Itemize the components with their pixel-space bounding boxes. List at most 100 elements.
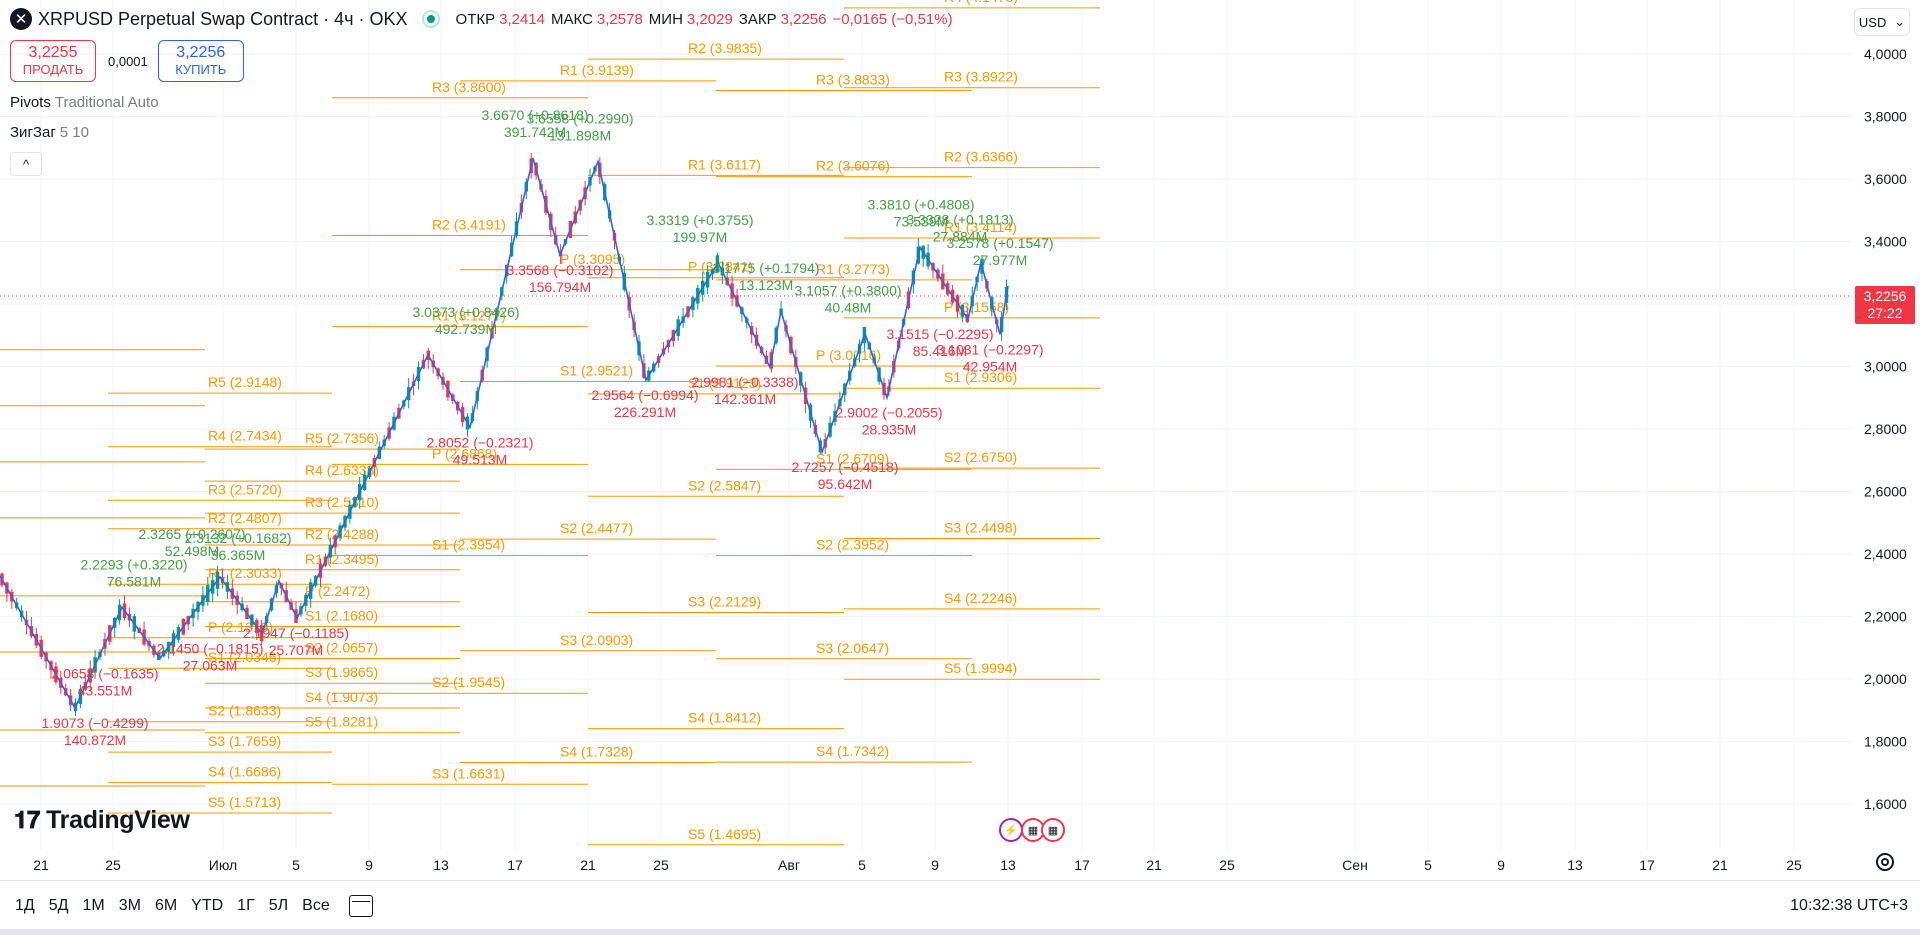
pivot-level-label: R2 (2.4288): [305, 526, 379, 542]
zigzag-pivot-label: 2.1450 (−0.1815): [156, 641, 263, 657]
zigzag-pivot-label: 3.3319 (+0.3755): [646, 212, 753, 228]
zigzag-volume-label: 95.642M: [818, 476, 872, 492]
zigzag-volume-label: 156.794M: [529, 279, 591, 295]
price-tick-label: 3,6000: [1864, 171, 1907, 187]
settings-gear-icon[interactable]: [1876, 853, 1894, 871]
zigzag-pivot-label: 2.1947 (−0.1185): [243, 625, 349, 641]
timeframe-5y[interactable]: 5Л: [268, 897, 289, 914]
timeframe-3m[interactable]: 3М: [118, 897, 141, 914]
timeframe-ytd[interactable]: YTD: [191, 897, 224, 914]
pivot-level-label: R2 (3.6366): [944, 149, 1018, 165]
pivot-level-label: R2 (3.4191): [432, 217, 506, 233]
pivot-level-label: R2 (3.9835): [688, 40, 762, 56]
zigzag-volume-label: 36.365M: [211, 547, 265, 563]
pivot-level-label: R3 (2.5720): [208, 481, 282, 497]
buy-price: 3,2256: [176, 44, 226, 61]
tradingview-logo[interactable]: 𝟏𝟕 TradingView: [14, 806, 190, 835]
timeframe-buttons: 1Д 5Д 1М 3М 6М YTD 1Г 5Л Все: [8, 893, 373, 919]
pivot-level-label: R4 (4.1478): [944, 0, 1018, 5]
zigzag-pivot-label: 3.1515 (−0.2295): [886, 326, 993, 342]
pivot-level-label: R3 (3.8600): [432, 79, 506, 95]
pivot-level-label: S2 (2.6750): [944, 449, 1017, 465]
buy-button[interactable]: 3,2256 КУПИТЬ: [157, 40, 244, 82]
price-tick-label: 2,6000: [1864, 484, 1907, 500]
time-tick-label: 9: [365, 857, 373, 873]
pivot-level-label: R3 (2.5310): [305, 494, 379, 510]
zigzag-volume-label: 85.416M: [913, 343, 967, 359]
pivot-level-label: S1 (2.9521): [560, 362, 633, 378]
price-tick-label: 3,4000: [1864, 234, 1907, 250]
pivot-level-label: P (3.3095): [560, 251, 625, 267]
sell-button[interactable]: 3,2255 ПРОДАТЬ: [10, 40, 96, 82]
pivot-level-label: S3 (2.0903): [560, 632, 633, 648]
timeframe-1m[interactable]: 1М: [82, 897, 105, 914]
time-tick-label: 5: [858, 857, 866, 873]
price-chart[interactable]: (3.0536)(2.8743)(2.6950)(2.5156)(2.2660)…: [0, 0, 1920, 880]
pivot-level-label: S3 (1.6631): [432, 765, 505, 781]
pivot-level-label: P (3.0016): [816, 347, 881, 363]
zigzag-volume-label: 226.291M: [614, 404, 676, 420]
currency-selector[interactable]: USD ⌄: [1854, 8, 1910, 36]
symbol-title[interactable]: XRPUSD Perpetual Swap Contract · 4ч · OK…: [38, 8, 408, 29]
time-tick-label: 5: [1424, 857, 1432, 873]
time-tick-label: 21: [1146, 857, 1162, 873]
market-status-icon: [421, 10, 440, 28]
pivot-level-label: S3 (2.2129): [688, 593, 761, 609]
indicator-args: Traditional Auto: [54, 94, 159, 111]
pivot-level-label: S4 (1.8412): [688, 710, 761, 726]
time-tick-label: 17: [1074, 857, 1090, 873]
pivot-level-label: S3 (2.4498): [944, 519, 1017, 535]
price-tick-label: 3,8000: [1864, 109, 1907, 125]
ohlc-high-label: МАКС: [551, 10, 593, 28]
zigzag-volume-label: 42.954M: [963, 358, 1017, 374]
zigzag-pivot-label: 3.6670 (+0.8618): [481, 107, 588, 123]
time-tick-label: 21: [33, 857, 49, 873]
us-flag-event-icon[interactable]: ▦: [1041, 818, 1065, 842]
time-tick-label: 17: [507, 857, 523, 873]
pivot-level-label: S1 (2.6709): [816, 450, 889, 466]
zigzag-pivot-label: 2.0658 (−0.1635): [51, 665, 158, 681]
ohlc-close-label: ЗАКР: [738, 10, 777, 28]
pivot-level-label: R5 (2.7356): [305, 430, 379, 446]
zigzag-volume-label: 28.935M: [862, 422, 916, 438]
timeframe-5d[interactable]: 5Д: [48, 897, 69, 914]
ohlc-low-value: 3,2029: [686, 10, 733, 28]
zigzag-pivot-label: 3.2578 (+0.1547): [946, 235, 1053, 251]
pivot-level-label: S2 (2.4477): [560, 520, 633, 536]
ohlc-close-value: 3,2256: [780, 10, 827, 28]
pivot-level-label: R4 (2.6333): [305, 462, 379, 478]
zigzag-volume-label: 49.513M: [453, 451, 507, 467]
zigzag-pivot-label: 2.2293 (+0.3220): [80, 556, 187, 572]
zigzag-volume-label: 43.551M: [78, 682, 132, 698]
timeframe-1y[interactable]: 1Г: [237, 897, 255, 914]
pivot-level-label: S2 (1.8633): [208, 703, 281, 719]
pivot-level-label: P (2.6868): [432, 445, 497, 461]
pivot-level-label: R2 (3.6076): [816, 158, 890, 174]
pivot-level-label: R4 (2.7434): [208, 428, 282, 444]
calendar-range-icon[interactable]: [348, 895, 373, 917]
pivot-level-label: S5 (1.4695): [688, 826, 761, 842]
indicator-name: ЗигЗаг: [10, 124, 56, 141]
timeframe-6m[interactable]: 6М: [154, 897, 178, 914]
currency-label: USD: [1858, 14, 1887, 30]
zigzag-volume-label: 142.361M: [714, 391, 776, 407]
lightning-event-icon[interactable]: ⚡: [999, 818, 1023, 842]
logo-text: TradingView: [46, 806, 190, 834]
pivot-level-label: S5 (1.8281): [305, 714, 378, 730]
zigzag-volume-label: 131.898M: [549, 128, 611, 144]
timeframe-all[interactable]: Все: [302, 897, 330, 914]
collapse-legend-button[interactable]: ^: [10, 152, 42, 176]
indicator-zigzag[interactable]: ЗигЗаг 5 10: [10, 124, 89, 141]
pivot-level-label: R2 (2.4807): [208, 510, 282, 526]
pivot-level-label: S4 (1.7342): [816, 743, 889, 759]
indicator-pivots[interactable]: Pivots Traditional Auto: [10, 94, 159, 111]
pivot-level-label: S4 (1.7328): [560, 744, 633, 760]
zigzag-pivot-label: 1.9073 (−0.4299): [41, 715, 148, 731]
close-x-icon[interactable]: ✕: [10, 8, 32, 30]
pivot-level-label: S1 (2.0346): [208, 649, 281, 665]
zigzag-pivot-label: 2.9002 (−0.2055): [835, 405, 942, 421]
clock-timezone[interactable]: 10:32:38 UTC+3: [1790, 897, 1908, 914]
timeframe-1d[interactable]: 1Д: [15, 897, 35, 914]
price-tick-label: 1,8000: [1864, 734, 1907, 750]
zigzag-volume-label: 76.581M: [107, 573, 161, 589]
